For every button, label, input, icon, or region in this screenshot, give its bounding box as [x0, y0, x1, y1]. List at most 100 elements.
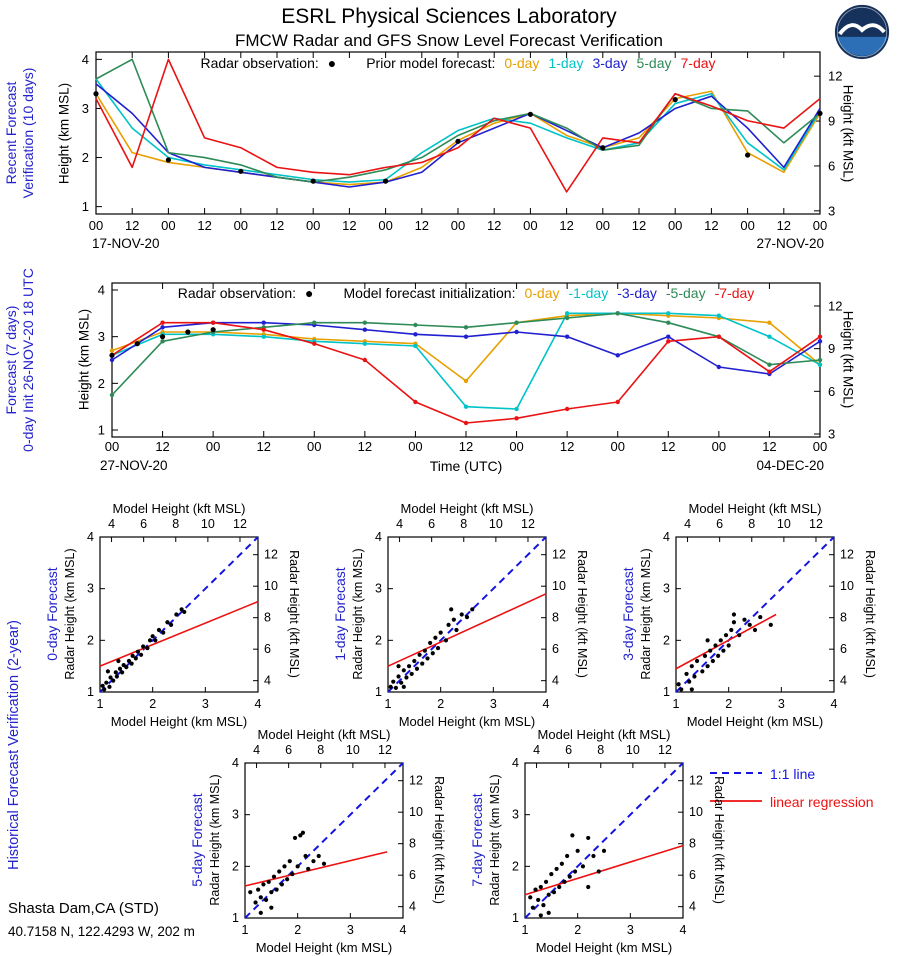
scatter-ylabel-right: Radar Height (kft MSL) — [863, 549, 877, 678]
svg-text:00: 00 — [596, 218, 610, 233]
scatter-point — [406, 664, 412, 669]
chart1-date-right: 27-NOV-20 — [756, 236, 824, 251]
chart1-legend-series-1day: 1-day — [548, 55, 584, 71]
series-marker--7-day — [514, 416, 519, 421]
scatter-point — [253, 900, 258, 905]
series-marker-0-day — [261, 332, 266, 337]
series-marker--7-day — [413, 399, 418, 405]
svg-text:3: 3 — [232, 808, 239, 822]
radar-observation-dot — [134, 341, 140, 347]
svg-text:9: 9 — [828, 114, 835, 129]
svg-text:8: 8 — [597, 743, 604, 757]
series-marker--3-day — [767, 371, 772, 377]
svg-text:10: 10 — [489, 517, 503, 531]
chart2-ylabel-right: Height (kft MSL) — [840, 310, 856, 409]
scatter-point — [586, 835, 591, 841]
radar-observation-dot — [185, 329, 191, 335]
scatter-point — [174, 612, 179, 617]
scatter-xlabel-bottom: Model Height (km MSL) — [110, 714, 248, 729]
chart2-legend-radar-label: Radar observation: — [177, 285, 297, 301]
svg-text:00: 00 — [610, 439, 624, 454]
scatter-point — [737, 633, 742, 638]
scatter-point — [285, 877, 290, 882]
scatter-point — [298, 833, 303, 838]
radar-observation-dot — [159, 334, 166, 340]
svg-text:12: 12 — [125, 218, 139, 233]
scatter-point — [100, 683, 105, 688]
scatter-point — [428, 640, 433, 646]
scatter-frame — [524, 762, 684, 919]
svg-text:3: 3 — [828, 426, 835, 441]
noaa-logo-ring — [836, 6, 888, 58]
svg-text:1: 1 — [98, 423, 105, 438]
scatter-point — [316, 853, 321, 859]
svg-text:4: 4 — [253, 743, 260, 757]
chart2-legend-series-0day: 0-day — [524, 285, 560, 301]
radar-observation-dot — [455, 138, 461, 144]
radar-observation-dot — [527, 111, 534, 117]
scatter-point — [731, 620, 737, 625]
series-marker--1-day — [160, 332, 165, 337]
svg-text:12: 12 — [809, 517, 823, 531]
series-marker--5-day — [413, 322, 418, 328]
scatter-point — [551, 890, 557, 895]
axis-frame — [111, 282, 821, 438]
historical-section-label: Historical Forecast Verification (2-year… — [6, 620, 22, 870]
scatter-point — [454, 627, 459, 633]
svg-text:00: 00 — [234, 218, 248, 233]
svg-text:12: 12 — [704, 218, 718, 233]
scatter-point — [554, 866, 559, 872]
scatter-point — [541, 902, 546, 908]
svg-text:3: 3 — [347, 923, 354, 937]
scatter-point — [182, 609, 187, 615]
svg-text:00: 00 — [89, 218, 103, 233]
scatter-point — [676, 682, 681, 687]
scatter-forecast-label: 5-day Forecast — [189, 792, 205, 887]
scatter-point — [446, 622, 451, 627]
svg-text:8: 8 — [317, 743, 324, 757]
scatter-xlabel-top: Model Height (kft MSL) — [112, 501, 246, 516]
svg-text:12: 12 — [658, 743, 672, 757]
scatter-point — [306, 866, 311, 872]
chart2-legend-series-m7day: -7-day — [714, 285, 755, 301]
scatter-point — [300, 830, 306, 835]
scatter-point — [414, 666, 420, 671]
regression-line — [387, 593, 547, 667]
scatter-point — [687, 679, 692, 684]
scatter-point — [433, 635, 438, 640]
series-marker--1-day — [716, 313, 722, 318]
scatter-xlabel-bottom: Model Height (km MSL) — [535, 940, 673, 955]
noaa-logo — [834, 4, 890, 60]
scatter-point — [702, 653, 708, 658]
radar-observation-dot — [210, 327, 216, 333]
station-name: Shasta Dam,CA (STD) — [8, 900, 159, 917]
scatter-point — [530, 905, 536, 910]
chart1-legend-series-0day: 0-day — [504, 55, 540, 71]
svg-text:10: 10 — [840, 579, 854, 593]
series-marker--1-day — [261, 334, 266, 339]
svg-text:4: 4 — [232, 756, 239, 770]
scatter-point — [689, 664, 694, 669]
series-line--7-day — [111, 321, 821, 424]
scatter-point — [417, 652, 422, 657]
station-coords: 40.7158 N, 122.4293 W, 202 m — [8, 924, 195, 939]
scatter-point — [435, 645, 441, 651]
series-marker-0-day — [413, 341, 418, 346]
series-line--1-day — [111, 312, 821, 410]
scatter-point — [768, 622, 773, 627]
svg-text:4: 4 — [108, 517, 115, 531]
one-to-one-line — [675, 536, 835, 693]
svg-text:4: 4 — [396, 517, 403, 531]
chart2-legend-series-m5day: -5-day — [665, 285, 706, 301]
series-marker--1-day — [312, 339, 317, 344]
svg-text:2: 2 — [725, 697, 732, 711]
chart2-legend-model-label: Model forecast initialization: — [343, 285, 516, 301]
chart1-side-label: Recent Forecast Verification (10 days) — [3, 28, 37, 238]
scatter-point — [277, 869, 282, 874]
radar-observation-dot — [238, 168, 244, 174]
scatter-point — [133, 656, 138, 661]
scatter-point — [401, 684, 406, 689]
radar-observation-dot — [383, 178, 389, 184]
svg-text:4: 4 — [552, 674, 559, 688]
